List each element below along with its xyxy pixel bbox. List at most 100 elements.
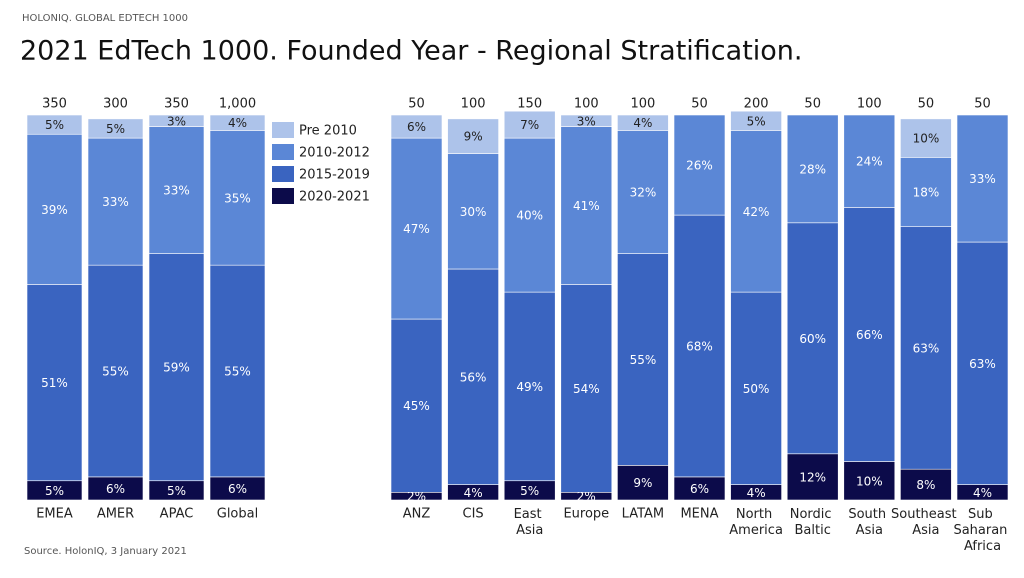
value-label: 56%	[460, 370, 487, 384]
x-tick-label-line: America	[729, 523, 783, 538]
x-tick-label-line: Sub	[968, 507, 997, 522]
x-tick-label-line: Baltic	[795, 523, 831, 538]
value-label: 6%	[106, 482, 125, 496]
value-label: 18%	[913, 186, 940, 200]
total-label: 50	[974, 97, 991, 112]
value-label: 4%	[973, 486, 992, 500]
header: HOLONIQ. GLOBAL EDTECH 1000	[22, 13, 188, 24]
value-label: 5%	[167, 484, 186, 498]
value-label: 6%	[228, 482, 247, 496]
x-tick-label-line: North	[736, 507, 777, 522]
bar-segment	[730, 291, 782, 485]
value-label: 8%	[916, 478, 935, 492]
value-label: 26%	[686, 159, 713, 173]
legend-swatch	[272, 166, 294, 182]
value-label: 32%	[630, 186, 657, 200]
x-tick-label-line: Asia	[516, 523, 543, 538]
value-label: 45%	[403, 399, 430, 413]
x-tick-label: East Asia	[514, 507, 546, 538]
x-tick-label: Sub Saharan Africa	[953, 507, 1011, 554]
bar-segment	[26, 284, 83, 482]
value-label: 63%	[913, 341, 940, 355]
x-tick-label: Global	[217, 507, 258, 522]
bar-segment	[560, 126, 613, 285]
bar-segment	[617, 114, 669, 131]
value-label: 42%	[743, 205, 770, 219]
x-tick-label: South Asia	[848, 507, 890, 538]
bar-segment	[617, 465, 669, 501]
bar-segment	[560, 114, 613, 127]
x-tick-label-line: Saharan	[953, 523, 1011, 538]
total-label: 350	[164, 97, 189, 112]
value-label: 68%	[686, 340, 713, 354]
bar-segment	[900, 226, 952, 470]
value-label: 4%	[633, 116, 652, 130]
bar-segment	[617, 253, 669, 466]
value-label: 28%	[799, 162, 826, 176]
x-tick-label-line: South	[848, 507, 890, 522]
bar-segment	[786, 453, 839, 501]
x-tick-label: CIS	[463, 507, 484, 522]
x-tick-label: Europe	[563, 507, 609, 522]
bar-segment	[87, 137, 144, 266]
bar-segment	[730, 110, 782, 131]
total-label: 150	[517, 97, 542, 112]
value-label: 7%	[520, 118, 539, 132]
x-tick-label-line: Southeast	[891, 507, 961, 522]
bar-segment	[843, 461, 896, 501]
value-label: 33%	[969, 172, 996, 186]
value-label: 9%	[633, 476, 652, 490]
x-tick-label-line: Asia	[856, 523, 883, 538]
bar-segment	[209, 264, 266, 478]
bar-segment	[503, 110, 556, 139]
value-label: 55%	[102, 365, 129, 379]
x-tick-label-line: Africa	[964, 539, 1001, 554]
value-label: 33%	[102, 195, 129, 209]
bar-segment	[26, 114, 83, 135]
value-label: 2%	[577, 490, 596, 504]
value-label: 40%	[516, 209, 543, 223]
bar-segment	[87, 118, 144, 139]
bar-segment	[148, 114, 205, 127]
value-label: 66%	[856, 328, 883, 342]
bar-segment	[503, 137, 556, 293]
value-label: 5%	[520, 484, 539, 498]
value-label: 47%	[403, 222, 430, 236]
value-label: 63%	[969, 357, 996, 371]
value-label: 35%	[224, 191, 251, 205]
bar-segment	[900, 118, 952, 158]
x-tick-label: Nordic Baltic	[790, 507, 836, 538]
bar-segment	[673, 114, 726, 216]
value-label: 10%	[856, 474, 883, 488]
bar-segment	[148, 253, 205, 482]
x-tick-label: MENA	[680, 507, 718, 522]
bar-segment	[786, 222, 839, 455]
value-label: 41%	[573, 199, 600, 213]
bar-segment	[148, 126, 205, 254]
value-label: 12%	[799, 470, 826, 484]
bar-segment	[900, 157, 952, 227]
bar-segment	[900, 468, 952, 501]
value-label: 10%	[913, 132, 940, 146]
x-tick-label-line: Nordic	[790, 507, 836, 522]
value-label: 59%	[163, 361, 190, 375]
value-label: 9%	[464, 130, 483, 144]
value-label: 24%	[856, 155, 883, 169]
value-label: 30%	[460, 205, 487, 219]
bar-segment	[843, 114, 896, 208]
total-label: 100	[574, 97, 599, 112]
bar-segment	[786, 114, 839, 224]
legend-swatch	[272, 188, 294, 204]
value-label: 39%	[41, 203, 68, 217]
total-label: 1,000	[219, 97, 256, 112]
value-label: 3%	[577, 114, 596, 128]
value-label: 54%	[573, 382, 600, 396]
total-label: 100	[857, 97, 882, 112]
bar-segment	[209, 130, 266, 266]
total-label: 50	[691, 97, 708, 112]
value-label: 6%	[690, 482, 709, 496]
bar-segment	[447, 118, 499, 154]
value-label: 5%	[106, 122, 125, 136]
total-label: 50	[408, 97, 425, 112]
